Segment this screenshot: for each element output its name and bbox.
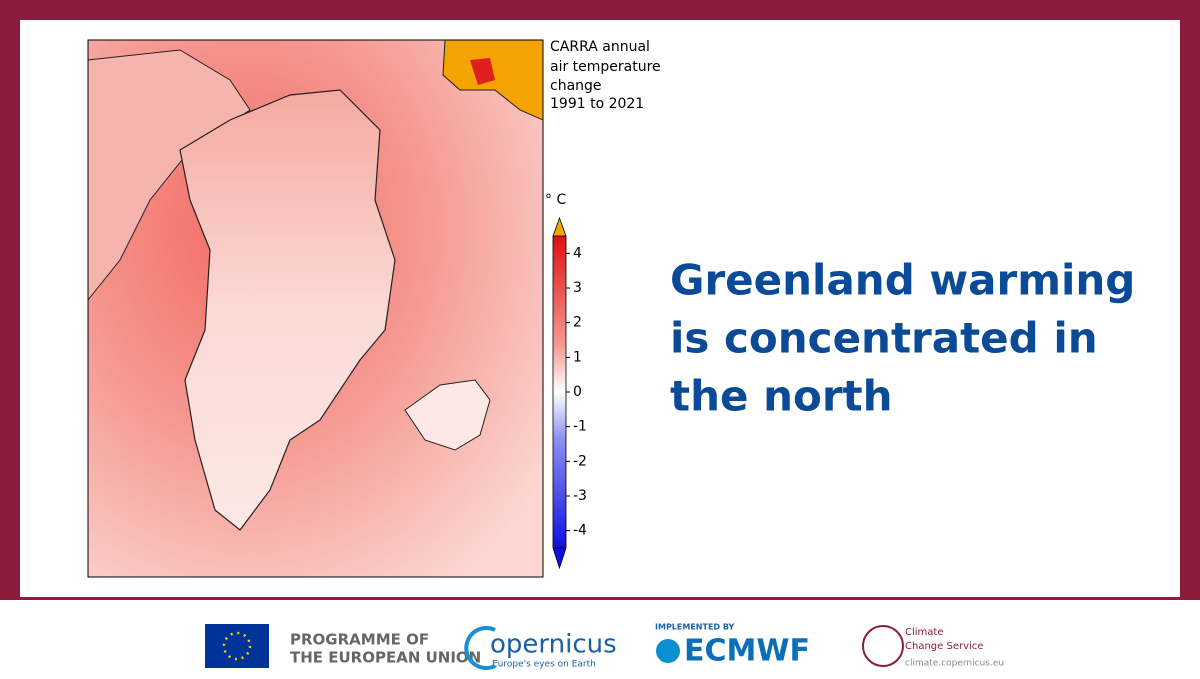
- c3s-text: Change Service: [905, 641, 983, 652]
- ecmwf-name: ECMWF: [684, 634, 810, 669]
- map-title: change: [550, 78, 602, 94]
- svalbard-hot: [470, 58, 495, 85]
- colorbar-tick-label: 3: [573, 280, 582, 296]
- c3s-text: Climate: [905, 627, 943, 638]
- ecmwf-icon: [656, 639, 680, 663]
- colorbar-tick-label: -2: [573, 453, 587, 469]
- headline: Greenland warming: [670, 256, 1135, 305]
- copernicus-c: [464, 626, 496, 670]
- greenland: [179, 89, 396, 531]
- ecmwf-implemented: IMPLEMENTED BY: [655, 623, 734, 632]
- copernicus-tagline: Europe's eyes on Earth: [492, 660, 596, 670]
- colorbar-tick-label: 1: [573, 349, 582, 365]
- headline: is concentrated in: [670, 314, 1098, 363]
- map-title: CARRA annual: [550, 39, 650, 55]
- colorbar-tick-label: -4: [573, 523, 587, 539]
- colorbar-extend: [552, 547, 567, 570]
- eu-text: THE EUROPEAN UNION: [290, 649, 481, 667]
- colorbar-tick-label: 2: [573, 315, 582, 331]
- iceland: [404, 379, 491, 451]
- colorbar: [552, 235, 567, 549]
- colorbar-tick-label: -3: [573, 488, 587, 504]
- map-title: 1991 to 2021: [550, 96, 644, 112]
- map: [88, 40, 543, 577]
- colorbar-tick-label: 4: [573, 245, 582, 261]
- headline: the north: [670, 372, 893, 421]
- colorbar-tick-label: 0: [573, 384, 582, 400]
- colorbar-unit: ° C: [545, 192, 566, 208]
- colorbar-extend: [552, 216, 567, 237]
- copernicus-name: opernicus: [490, 630, 617, 660]
- eu-text: PROGRAMME OF: [290, 631, 429, 649]
- colorbar-tick-label: -1: [573, 419, 587, 435]
- eu-flag: [205, 624, 269, 668]
- c3s-url: climate.copernicus.eu: [905, 659, 1004, 669]
- c3s-icon: [862, 625, 904, 667]
- map-title: air temperature: [550, 59, 661, 75]
- map-border: [87, 39, 544, 578]
- eu-stars: [222, 631, 252, 661]
